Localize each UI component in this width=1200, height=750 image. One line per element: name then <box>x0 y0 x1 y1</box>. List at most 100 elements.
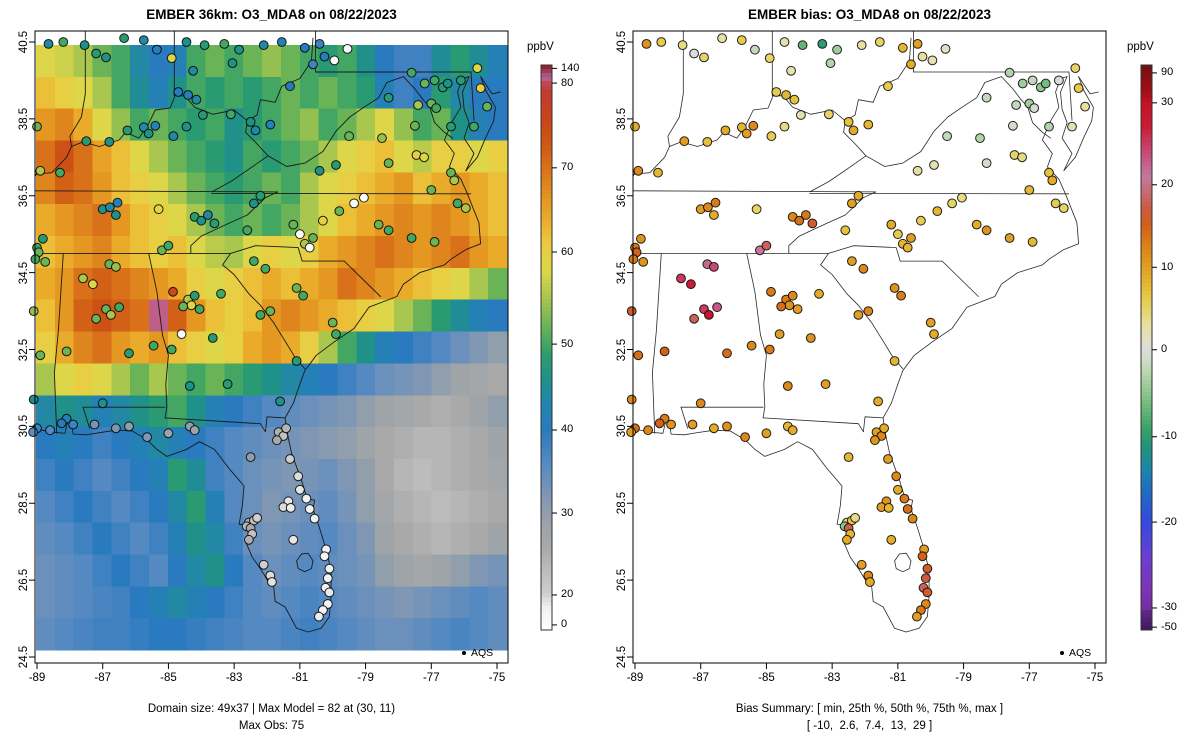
obs-dot <box>679 136 690 147</box>
y-tick-label: 28.5 <box>616 492 628 515</box>
obs-dot <box>124 421 134 432</box>
obs-dot <box>883 454 893 464</box>
obs-dot <box>349 198 360 209</box>
x-tick-label: -77 <box>1020 672 1038 684</box>
boundary-path <box>82 406 91 429</box>
obs-dot <box>699 52 709 63</box>
obs-dot <box>298 290 309 301</box>
obs-dot <box>188 65 199 76</box>
obs-dot <box>883 81 893 92</box>
obs-dot <box>276 37 287 47</box>
x-tick-label: -75 <box>1086 672 1104 684</box>
obs-dot <box>1029 103 1040 113</box>
obs-dot <box>712 302 722 313</box>
obs-dot <box>874 37 885 47</box>
obs-dot <box>633 350 644 361</box>
obs-dot <box>469 121 479 132</box>
y-tick-label: 24.5 <box>18 645 30 669</box>
obs-dot <box>288 219 299 230</box>
obs-dot <box>746 340 757 351</box>
obs-dot <box>189 290 200 301</box>
obs-dot <box>922 587 933 598</box>
y-tick-label: 30.5 <box>616 415 628 438</box>
colorbar-tick-label: -10 <box>1161 430 1177 443</box>
obs-dot <box>199 40 210 50</box>
boundary-path <box>633 190 877 193</box>
obs-dot <box>291 283 302 293</box>
colorbar-tick-label: 60 <box>561 245 574 258</box>
colorbar-tick-label: 0 <box>1161 343 1168 356</box>
obs-dot <box>186 300 197 311</box>
obs-dot <box>189 425 200 436</box>
obs-dot <box>1004 67 1015 78</box>
obs-dot <box>429 75 440 86</box>
boundary-path <box>865 76 1002 167</box>
obs-dot <box>947 198 957 209</box>
obs-dot <box>58 37 69 47</box>
obs-dot <box>329 55 340 66</box>
obs-dot <box>275 396 286 407</box>
obs-dot <box>168 286 178 297</box>
colorbar-unit-model: ppbV <box>527 41 554 53</box>
obs-dot <box>242 225 253 236</box>
boundary-path <box>820 253 904 370</box>
obs-dot <box>796 110 806 120</box>
obs-dot <box>842 534 852 545</box>
obs-dot <box>766 286 776 297</box>
obs-dot <box>272 435 282 446</box>
obs-dot <box>1027 237 1038 247</box>
boundary-path <box>667 31 684 147</box>
boundary-path <box>1078 76 1099 95</box>
obs-dot <box>111 262 121 272</box>
obs-dot <box>40 257 51 267</box>
boundary-path <box>35 178 482 633</box>
obs-dot <box>426 185 437 195</box>
obs-dot <box>761 240 772 251</box>
x-tick-label: -85 <box>160 672 177 684</box>
obs-dot <box>1070 63 1081 73</box>
obs-dot <box>35 350 46 361</box>
obs-dot <box>843 452 854 463</box>
colorbar-model <box>540 64 557 631</box>
obs-dot <box>446 121 456 132</box>
obs-dot <box>168 131 179 142</box>
obs-dot <box>245 452 256 463</box>
obs-dot <box>814 288 824 299</box>
obs-dot <box>285 503 296 513</box>
obs-dot <box>442 78 453 89</box>
x-tick-label: -77 <box>422 672 440 684</box>
obs-dot <box>152 44 162 55</box>
obs-dot <box>856 559 867 570</box>
obs-dot <box>912 165 923 176</box>
caption-bias-line2: [ -10, 2.6, 7.4, 13, 29 ] <box>806 720 933 732</box>
obs-dot <box>717 33 727 44</box>
obs-dot <box>68 419 78 430</box>
aqs-dot-icon <box>462 651 466 655</box>
x-tick-label: -81 <box>291 672 309 684</box>
obs-dot <box>319 551 330 562</box>
obs-dot <box>787 425 798 436</box>
x-tick-label: -83 <box>823 672 841 684</box>
obs-dots-bias <box>626 33 1090 622</box>
y-tick-label: 26.5 <box>18 568 30 592</box>
obs-dot <box>686 279 696 290</box>
obs-dot <box>626 306 637 317</box>
obs-dot <box>722 421 732 432</box>
obs-dot <box>314 39 325 49</box>
obs-dot <box>255 190 266 201</box>
y-tick-label: 40.5 <box>18 30 30 54</box>
obs-dot <box>308 59 318 70</box>
obs-dot <box>419 152 430 163</box>
obs-dot <box>163 428 174 439</box>
obs-dot <box>801 210 811 220</box>
boundary-path <box>746 253 767 419</box>
obs-dot <box>925 317 936 328</box>
colorbar-tick-label: 90 <box>1161 66 1174 79</box>
obs-dot <box>710 197 721 208</box>
obs-dot <box>840 225 851 236</box>
obs-dot <box>301 493 312 504</box>
y-tick-label: 38.5 <box>616 107 628 131</box>
obs-dot <box>929 160 939 170</box>
obs-dot <box>656 37 667 47</box>
obs-dot <box>832 44 842 55</box>
